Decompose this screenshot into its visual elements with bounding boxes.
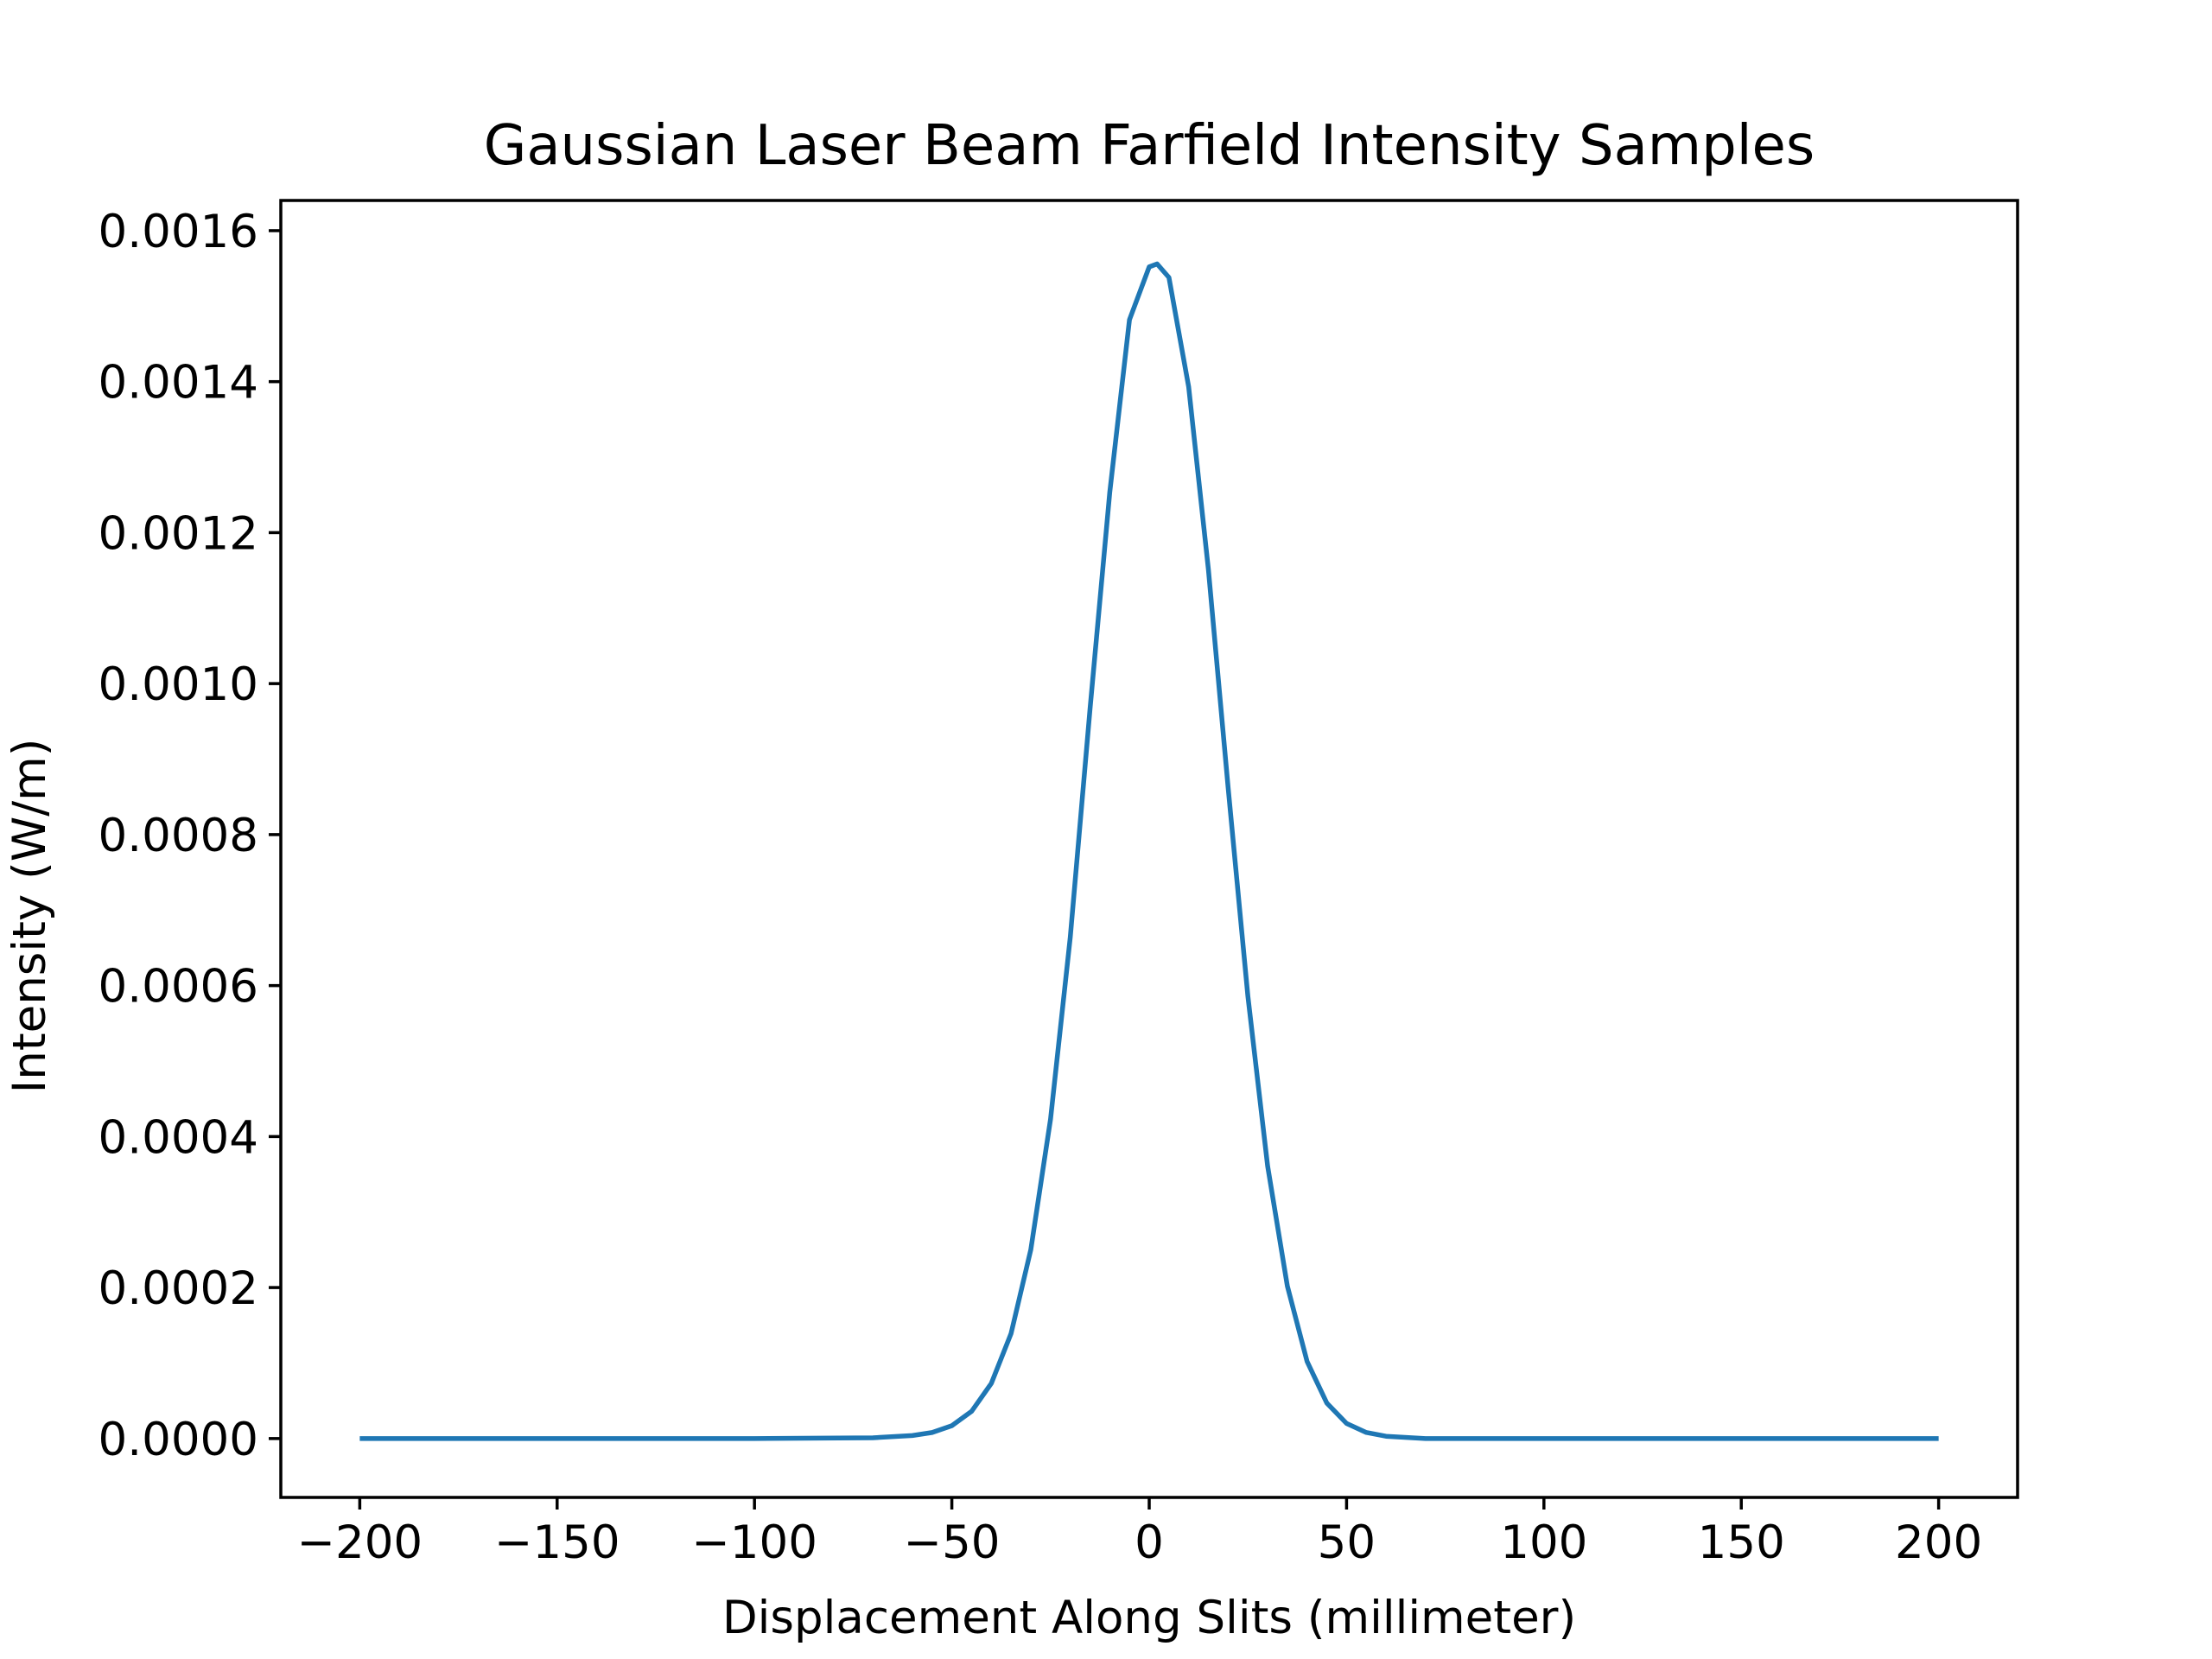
x-tick-label: 150 [1698,1516,1785,1569]
y-tick-label: 0.0002 [99,1262,258,1315]
y-axis-label: Intensity (W/m) [3,739,56,1094]
series-line-0 [359,261,1939,1441]
y-tick-label: 0.0006 [99,961,258,1014]
y-tick-label: 0.0000 [99,1414,258,1466]
y-tick-label: 0.0010 [99,658,258,711]
x-tick-label: 200 [1895,1516,1982,1569]
plot-area [359,261,1939,1441]
x-tick-label: 0 [1135,1516,1164,1569]
y-tick-label: 0.0012 [99,507,258,560]
x-tick-label: 100 [1500,1516,1587,1569]
x-tick-label: −200 [297,1516,423,1569]
x-axis: −200 −150 −100 −50 0 50 100 150 200 [297,1497,1982,1569]
y-tick-label: 0.0004 [99,1111,258,1164]
x-tick-label: −50 [904,1516,1001,1569]
x-tick-label: −150 [494,1516,620,1569]
x-tick-label: 50 [1318,1516,1376,1569]
x-tick-label: −100 [691,1516,817,1569]
axes-frame [279,199,2019,1499]
y-tick-label: 0.0008 [99,810,258,862]
chart-title: Gaussian Laser Beam Farfield Intensity S… [484,114,1815,178]
y-tick-label: 0.0014 [99,357,258,410]
y-axis: 0.0000 0.0002 0.0004 0.0006 0.0008 0.0010 0.00… [99,206,281,1466]
x-axis-label: Displacement Along Slits (millimeter) [722,1592,1576,1644]
y-tick-label: 0.0016 [99,206,258,258]
